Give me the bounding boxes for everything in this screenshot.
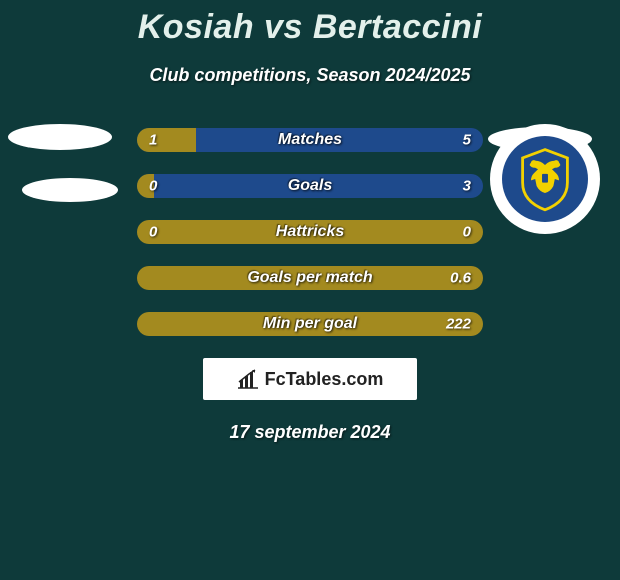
club-badge-right (490, 124, 600, 234)
stat-value-left: 1 (149, 132, 157, 149)
stat-value-right: 222 (446, 316, 471, 333)
stat-value-right: 0 (463, 224, 471, 241)
eagle-crest-icon (510, 144, 580, 214)
stat-row: Goals 0 3 (137, 174, 483, 198)
page-title: Kosiah vs Bertaccini (0, 0, 620, 47)
date-text: 17 september 2024 (0, 422, 620, 443)
left-oval-1 (8, 124, 112, 150)
stat-value-left: 0 (149, 178, 157, 195)
banner-text: FcTables.com (265, 369, 384, 390)
club-badge-inner (502, 136, 588, 222)
stat-label: Matches (278, 131, 342, 149)
stat-row: Min per goal 222 (137, 312, 483, 336)
stat-bar-left (137, 128, 196, 152)
subtitle: Club competitions, Season 2024/2025 (0, 65, 620, 86)
stat-label: Goals per match (247, 269, 372, 287)
stat-row: Matches 1 5 (137, 128, 483, 152)
stat-label: Min per goal (263, 315, 357, 333)
stat-label: Hattricks (276, 223, 344, 241)
stat-row: Goals per match 0.6 (137, 266, 483, 290)
left-oval-2 (22, 178, 118, 202)
stat-value-left: 0 (149, 224, 157, 241)
stat-value-right: 0.6 (450, 270, 471, 287)
stat-value-right: 5 (463, 132, 471, 149)
stat-value-right: 3 (463, 178, 471, 195)
fctables-banner[interactable]: FcTables.com (203, 358, 417, 400)
stat-label: Goals (288, 177, 332, 195)
stat-row: Hattricks 0 0 (137, 220, 483, 244)
comparison-infographic: Kosiah vs Bertaccini Club competitions, … (0, 0, 620, 580)
bar-chart-icon (237, 369, 259, 389)
